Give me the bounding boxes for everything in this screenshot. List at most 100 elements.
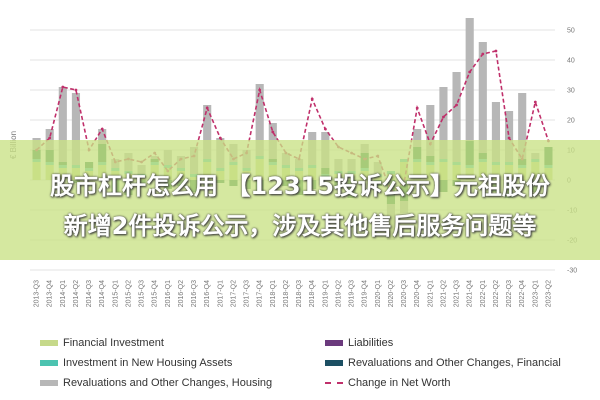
net-worth-point xyxy=(455,103,458,107)
net-worth-point xyxy=(415,106,419,110)
bar-segment xyxy=(45,129,54,150)
y-tick-label: 50 xyxy=(567,28,575,35)
x-tick-label: 2013-Q4 xyxy=(47,280,54,307)
bar-segment xyxy=(518,93,527,159)
bar-segment xyxy=(426,105,435,156)
x-tick-label: 2016-Q4 xyxy=(204,280,211,307)
y-tick-label: 30 xyxy=(567,88,575,95)
legend-item-revaluations-housing: Revaluations and Other Changes, Housing xyxy=(40,377,272,389)
x-tick-label: 2019-Q4 xyxy=(362,280,369,307)
x-tick-label: 2021-Q2 xyxy=(440,280,447,307)
legend-swatch xyxy=(40,340,58,346)
legend-swatch xyxy=(325,360,343,366)
net-worth-point xyxy=(468,70,472,74)
x-tick-label: 2017-Q4 xyxy=(257,280,264,307)
x-tick-label: 2020-Q1 xyxy=(375,280,382,307)
headline-line-2: 新增2件投诉公示，涉及其他售后服务问题等 xyxy=(63,212,537,240)
legend-label: Liabilities xyxy=(348,337,394,349)
net-worth-point xyxy=(271,130,275,134)
legend-item-change-net-worth: Change in Net Worth xyxy=(325,377,451,389)
x-tick-label: 2022-Q1 xyxy=(480,280,487,307)
x-tick-label: 2017-Q3 xyxy=(244,280,251,307)
x-tick-label: 2014-Q4 xyxy=(99,280,106,307)
bar-segment xyxy=(439,87,448,159)
legend-label: Change in Net Worth xyxy=(348,377,451,389)
net-worth-point xyxy=(442,115,445,119)
legend-swatch xyxy=(325,340,343,346)
x-tick-label: 2020-Q4 xyxy=(414,280,421,307)
x-tick-label: 2021-Q3 xyxy=(454,280,461,307)
chart-legend: Financial Investment Liabilities Investm… xyxy=(0,330,600,400)
x-tick-label: 2015-Q3 xyxy=(139,280,146,307)
x-tick-label: 2015-Q2 xyxy=(125,280,132,307)
net-worth-point xyxy=(494,49,498,53)
x-tick-label: 2013-Q3 xyxy=(34,280,41,307)
legend-item-liabilities: Liabilities xyxy=(325,337,393,349)
bar-segment xyxy=(413,129,422,147)
x-tick-label: 2023-Q2 xyxy=(545,280,552,307)
x-tick-label: 2014-Q2 xyxy=(73,280,80,307)
x-tick-label: 2022-Q2 xyxy=(493,280,500,307)
net-worth-point xyxy=(205,106,209,110)
x-tick-label: 2016-Q2 xyxy=(178,280,185,307)
legend-dash-swatch xyxy=(325,382,343,384)
x-tick-label: 2021-Q1 xyxy=(427,280,434,307)
x-tick-label: 2022-Q3 xyxy=(506,280,513,307)
x-tick-label: 2016-Q3 xyxy=(191,280,198,307)
legend-swatch xyxy=(40,360,58,366)
x-tick-label: 2020-Q3 xyxy=(401,280,408,307)
bar-segment xyxy=(203,105,212,159)
legend-label: Financial Investment xyxy=(63,337,164,349)
net-worth-point xyxy=(507,136,511,140)
legend-swatch xyxy=(40,380,58,386)
bar-segment xyxy=(452,72,461,162)
x-tick-label: 2014-Q3 xyxy=(86,280,93,307)
x-tick-label: 2015-Q1 xyxy=(112,280,119,307)
x-tick-label: 2022-Q4 xyxy=(519,280,526,307)
x-tick-label: 2017-Q1 xyxy=(217,280,224,307)
bar-segment xyxy=(491,102,501,162)
bar-segment xyxy=(98,129,107,144)
bar-segment xyxy=(58,87,67,162)
net-worth-point xyxy=(48,136,52,140)
net-worth-point xyxy=(258,88,262,92)
y-tick-label: 20 xyxy=(567,118,575,125)
legend-item-revaluations-financial: Revaluations and Other Changes, Financia… xyxy=(325,357,561,369)
headline-line-1: 股市杠杆怎么用 【12315投诉公示】元祖股份 xyxy=(50,172,550,200)
x-tick-label: 2018-Q1 xyxy=(270,280,277,307)
bar-segment xyxy=(71,93,81,165)
bar-segment xyxy=(465,18,474,141)
x-tick-label: 2019-Q1 xyxy=(322,280,329,307)
x-tick-label: 2014-Q1 xyxy=(60,280,67,307)
headline-banner: 股市杠杆怎么用 【12315投诉公示】元祖股份 新增2件投诉公示，涉及其他售后服… xyxy=(0,140,600,260)
x-tick-label: 2015-Q4 xyxy=(152,280,159,307)
bar-segment xyxy=(478,42,487,153)
net-worth-point xyxy=(218,136,222,140)
x-tick-label: 2018-Q4 xyxy=(309,280,316,307)
y-tick-label: -30 xyxy=(567,268,577,275)
x-tick-label: 2023-Q1 xyxy=(532,280,539,307)
net-worth-point xyxy=(74,88,78,92)
net-worth-line xyxy=(36,50,550,194)
y-tick-label: 40 xyxy=(567,58,575,65)
x-tick-label: 2018-Q3 xyxy=(296,280,303,307)
legend-label: Revaluations and Other Changes, Financia… xyxy=(348,357,561,369)
x-tick-labels: 2013-Q3 2013-Q4 2014-Q1 2014-Q2 2014-Q3 2014-… xyxy=(34,280,553,307)
bar-segment xyxy=(255,84,264,156)
x-tick-label: 2021-Q4 xyxy=(467,280,474,307)
x-tick-label: 2016-Q1 xyxy=(165,280,172,307)
legend-label: Investment in New Housing Assets xyxy=(63,357,233,369)
net-worth-point xyxy=(310,97,314,101)
net-worth-point xyxy=(323,127,327,131)
x-tick-label: 2019-Q2 xyxy=(335,280,342,307)
net-worth-point xyxy=(61,85,65,89)
net-worth-point xyxy=(100,127,104,131)
x-tick-label: 2019-Q3 xyxy=(349,280,356,307)
x-tick-label: 2017-Q2 xyxy=(230,280,237,307)
bar-segment xyxy=(504,111,514,162)
legend-item-new-housing: Investment in New Housing Assets xyxy=(40,357,232,369)
net-worth-point xyxy=(533,100,537,104)
legend-label: Revaluations and Other Changes, Housing xyxy=(63,377,273,389)
x-tick-label: 2020-Q2 xyxy=(388,280,395,307)
